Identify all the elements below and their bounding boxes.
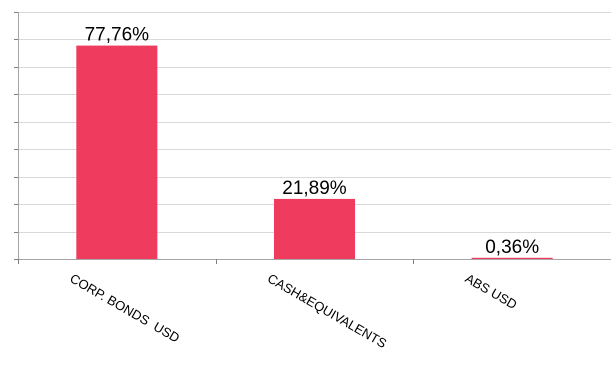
data-label: 21,89% [282, 178, 347, 199]
data-label: 77,76% [85, 25, 150, 46]
category-label: ABS USD [463, 271, 520, 313]
data-label: 0,36% [485, 237, 539, 258]
bars [76, 45, 553, 260]
bar [76, 45, 158, 260]
category-labels: CORP. BONDS USD CASH&EQUIVALENTS ABS USD [67, 271, 519, 352]
data-labels: 77,76% 21,89% 0,36% [85, 25, 540, 258]
category-label: CORP. BONDS USD [67, 271, 182, 346]
bar [273, 198, 356, 259]
category-label: CASH&EQUIVALENTS [265, 271, 390, 352]
y-axis-ticks [14, 12, 18, 260]
bar [471, 257, 553, 259]
x-axis-ticks [18, 259, 414, 264]
